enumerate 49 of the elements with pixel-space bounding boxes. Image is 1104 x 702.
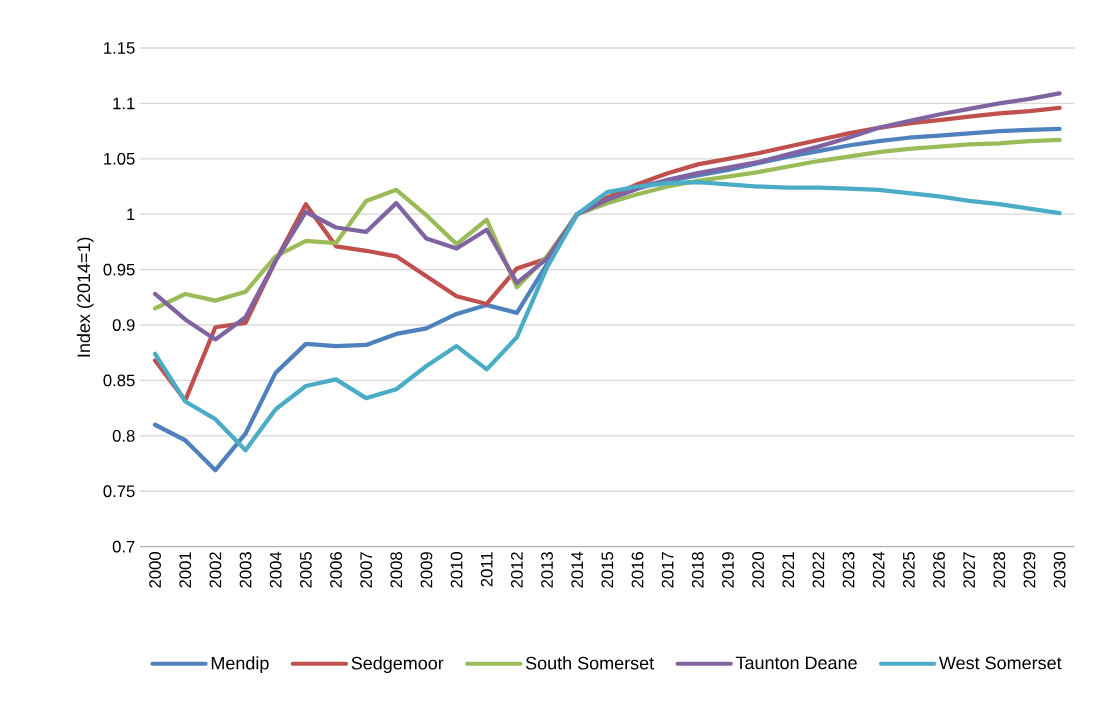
x-tick-label: 2002 [209, 552, 222, 588]
x-tick-label: 2020 [752, 552, 764, 588]
x-tick-label: 2026 [933, 552, 945, 588]
x-tick-label: 2017 [661, 552, 674, 588]
y-tick-label: 0.85 [103, 374, 135, 387]
y-tick-label: 0.9 [112, 319, 135, 331]
x-tick-label: 2019 [722, 552, 734, 588]
y-tick-label: 1.15 [104, 42, 135, 54]
x-tick-label: 2027 [963, 552, 976, 588]
x-tick-label: 2006 [330, 552, 342, 588]
y-tick-label: 0.8 [112, 429, 135, 442]
x-tick-label: 2001 [179, 552, 192, 588]
x-tick-label: 2004 [269, 551, 282, 588]
x-tick-label: 2013 [541, 552, 553, 588]
line-series [152, 91, 1062, 342]
x-tick-label: 2016 [631, 552, 644, 588]
y-tick-label: 0.75 [103, 485, 135, 498]
x-tick-label: 2029 [1023, 552, 1036, 588]
x-tick-label: 2010 [450, 552, 463, 588]
y-tick-label: 1.05 [104, 152, 135, 165]
x-tick-label: 2025 [902, 552, 915, 588]
x-tick-label: 2030 [1053, 552, 1066, 588]
x-tick-label: 2024 [872, 551, 885, 588]
y-tick-label: 0.95 [103, 263, 135, 276]
x-tick-label: 2008 [390, 552, 403, 588]
y-tick-label: 1.1 [113, 97, 135, 110]
legend-label: South Somerset [525, 656, 655, 670]
x-tick-label: 2012 [510, 552, 523, 588]
x-tick-label: 2009 [420, 552, 433, 588]
legend-label: Sedgemoor [351, 656, 444, 674]
x-tick-label: 2021 [782, 552, 795, 588]
y-axis-title: Index (2014=1) [76, 237, 94, 357]
x-tick-label: 2011 [480, 552, 493, 587]
y-tick-label: 0.7 [112, 540, 135, 553]
x-tick-label: 2005 [299, 552, 312, 588]
x-tick-label: 2023 [842, 552, 855, 588]
x-tick-label: 2018 [691, 552, 704, 588]
x-tick-label: 2003 [239, 552, 252, 588]
x-tick-label: 2007 [360, 552, 373, 588]
x-tick-label: 2022 [812, 552, 825, 588]
x-tick-label: 2028 [993, 552, 1006, 588]
x-tick-label: 2014 [571, 551, 584, 588]
line-series [152, 179, 1062, 453]
legend-label: West Somerset [939, 656, 1062, 670]
legend-label: Mendip [211, 656, 269, 674]
x-tick-label: 2000 [149, 552, 161, 588]
legend-label: Taunton Deane [735, 656, 857, 670]
x-tick-label: 2015 [601, 552, 614, 588]
y-tick-label: 1 [127, 208, 135, 220]
